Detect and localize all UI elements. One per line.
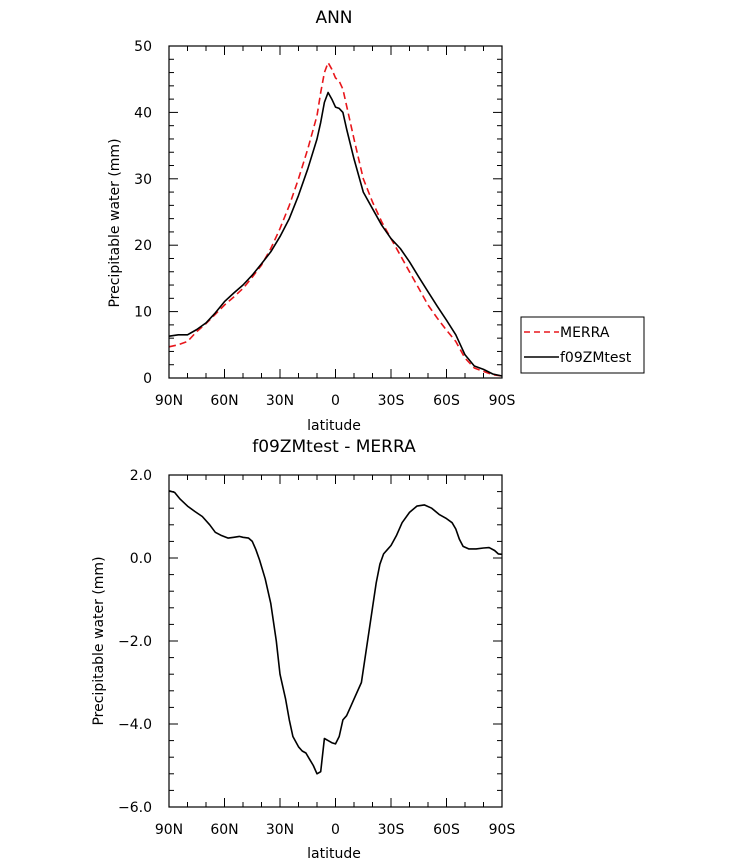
- bottom-panel: f09ZMtest - MERRA −6.0 −4.0 −2.0 0.0 2.0 90N…: [91, 437, 515, 862]
- top-panel: ANN 0 10 20 30 40 50 90N 60N 30N 0 30S 60S 90S lati…: [107, 8, 645, 434]
- legend: MERRA f09ZMtest: [520, 316, 645, 374]
- x-tick-label: 60S: [433, 393, 460, 409]
- series-line-merra: [168, 61, 503, 377]
- x-tick-label: 30N: [266, 822, 294, 838]
- y-tick-label: 0: [143, 371, 152, 387]
- x-tick-label: 90S: [489, 822, 516, 838]
- top-panel-y-axis-label: Precipitable water (mm): [107, 138, 123, 307]
- bottom-panel-x-tick-labels: 90N 60N 30N 0 30S 60S 90S: [155, 822, 516, 838]
- bottom-panel-ticks: [168, 474, 503, 808]
- x-tick-label: 30S: [378, 393, 405, 409]
- bottom-panel-title: f09ZMtest - MERRA: [252, 437, 416, 457]
- y-tick-label: 50: [134, 39, 152, 55]
- legend-label: f09ZMtest: [560, 350, 632, 366]
- top-panel-title: ANN: [315, 8, 352, 28]
- legend-item: MERRA: [524, 325, 610, 341]
- series-line-f09zmtest: [168, 91, 503, 377]
- bottom-panel-x-axis-label: latitude: [307, 846, 361, 862]
- y-tick-label: 30: [134, 172, 152, 188]
- legend-box: [520, 316, 645, 374]
- top-panel-frame: [168, 45, 503, 379]
- bottom-panel-y-tick-labels: −6.0 −4.0 −2.0 0.0 2.0: [118, 468, 152, 816]
- top-panel-x-tick-labels: 90N 60N 30N 0 30S 60S 90S: [155, 393, 516, 409]
- top-panel-lines: [168, 61, 503, 377]
- y-tick-label: −2.0: [118, 634, 152, 650]
- y-tick-label: −4.0: [118, 717, 152, 733]
- bottom-panel-y-axis-label: Precipitable water (mm): [91, 556, 107, 725]
- y-tick-label: 10: [134, 305, 152, 321]
- x-tick-label: 60N: [210, 822, 238, 838]
- y-tick-label: 0.0: [130, 551, 152, 567]
- top-panel-y-tick-labels: 0 10 20 30 40 50: [134, 39, 152, 387]
- x-tick-label: 90S: [489, 393, 516, 409]
- x-tick-label: 90N: [155, 822, 183, 838]
- y-tick-label: 40: [134, 105, 152, 121]
- bottom-panel-frame: [168, 474, 503, 808]
- y-tick-label: 20: [134, 238, 152, 254]
- legend-item: f09ZMtest: [524, 350, 632, 366]
- bottom-panel-lines: [168, 490, 503, 775]
- x-tick-label: 0: [331, 393, 340, 409]
- x-tick-label: 60S: [433, 822, 460, 838]
- x-tick-label: 30S: [378, 822, 405, 838]
- top-panel-x-axis-label: latitude: [307, 418, 361, 434]
- x-tick-label: 90N: [155, 393, 183, 409]
- y-tick-label: −6.0: [118, 800, 152, 816]
- y-tick-label: 2.0: [130, 468, 152, 484]
- x-tick-label: 0: [331, 822, 340, 838]
- series-line-difference: [168, 490, 503, 775]
- x-tick-label: 60N: [210, 393, 238, 409]
- x-tick-label: 30N: [266, 393, 294, 409]
- legend-label: MERRA: [560, 325, 610, 341]
